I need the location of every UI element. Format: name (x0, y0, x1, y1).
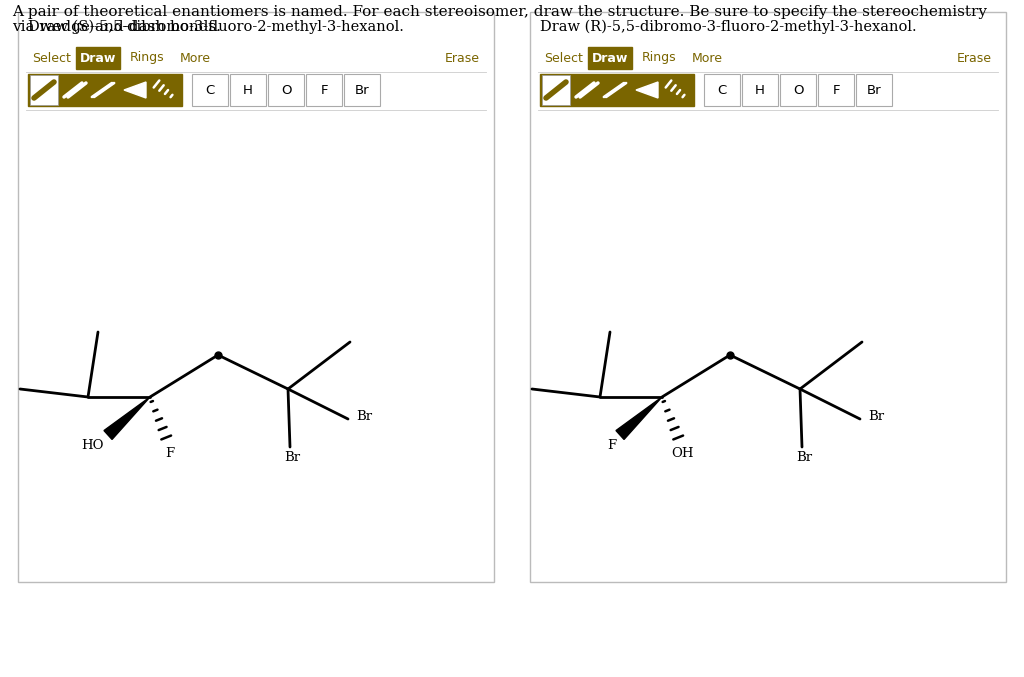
Text: More: More (180, 51, 211, 64)
Polygon shape (636, 82, 658, 98)
Bar (705, 74, 740, 106)
Text: Draw (R)-5,5-dibromo-3-fluoro-2-methyl-3-hexanol.: Draw (R)-5,5-dibromo-3-fluoro-2-methyl-3… (540, 20, 916, 35)
Bar (18, 12, 494, 582)
Text: OH: OH (671, 447, 693, 460)
Bar (542, 75, 570, 105)
Bar (193, 74, 228, 106)
Text: Select: Select (32, 51, 71, 64)
Bar (76, 47, 120, 69)
Bar (28, 74, 182, 106)
Bar (30, 75, 58, 105)
Text: Erase: Erase (445, 51, 480, 64)
Bar (230, 74, 266, 106)
Text: Erase: Erase (957, 51, 992, 64)
Polygon shape (616, 397, 662, 439)
Text: More: More (692, 51, 723, 64)
Bar (530, 12, 1006, 582)
Text: H: H (243, 83, 253, 97)
Bar (306, 74, 342, 106)
Text: via wedge-and-dash bonds.: via wedge-and-dash bonds. (12, 20, 221, 34)
Bar (780, 74, 816, 106)
Bar (268, 74, 304, 106)
Text: Draw (S)-5,5-dibromo-3-fluoro-2-methyl-3-hexanol.: Draw (S)-5,5-dibromo-3-fluoro-2-methyl-3… (28, 20, 403, 35)
Text: Br: Br (354, 83, 370, 97)
Text: Br: Br (284, 451, 300, 464)
Bar (818, 74, 854, 106)
Bar (742, 74, 778, 106)
Polygon shape (124, 82, 146, 98)
Text: H: H (755, 83, 765, 97)
Text: F: F (321, 83, 328, 97)
Text: Select: Select (544, 51, 583, 64)
Bar (344, 74, 380, 106)
Text: Draw: Draw (80, 51, 116, 64)
Text: Draw: Draw (592, 51, 628, 64)
Text: Rings: Rings (642, 51, 677, 64)
Bar (856, 74, 892, 106)
Text: F: F (833, 83, 840, 97)
Text: HO: HO (82, 439, 104, 452)
Text: O: O (281, 83, 291, 97)
Text: O: O (793, 83, 803, 97)
Polygon shape (104, 397, 150, 439)
Text: Br: Br (866, 83, 882, 97)
Text: Rings: Rings (130, 51, 165, 64)
Text: Br: Br (796, 451, 812, 464)
Bar (588, 47, 632, 69)
Bar (540, 74, 694, 106)
Text: F: F (166, 447, 174, 460)
Text: C: C (718, 83, 727, 97)
Text: C: C (206, 83, 215, 97)
Text: F: F (607, 439, 616, 452)
Text: A pair of theoretical enantiomers is named. For each stereoisomer, draw the stru: A pair of theoretical enantiomers is nam… (12, 5, 987, 19)
Text: Br: Br (868, 410, 884, 424)
Text: Br: Br (356, 410, 372, 424)
